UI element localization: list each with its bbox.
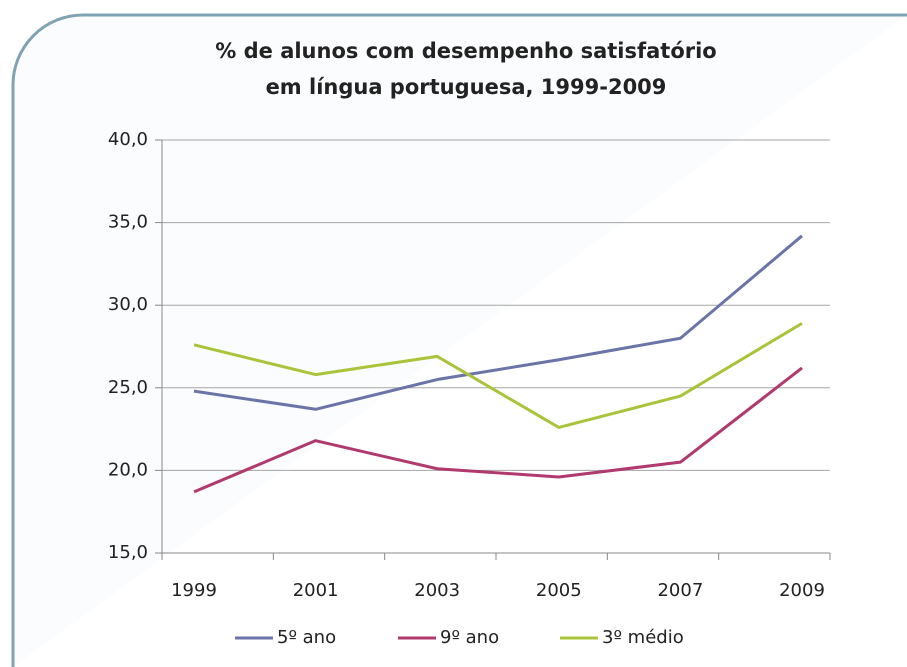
legend-label: 5º ano xyxy=(277,627,336,648)
chart-title: % de alunos com desempenho satisfatório xyxy=(215,39,717,63)
y-tick-label: 20,0 xyxy=(108,459,148,480)
y-tick-label: 35,0 xyxy=(108,212,148,233)
y-tick-label: 40,0 xyxy=(108,129,148,150)
x-tick-label: 2003 xyxy=(414,580,460,601)
x-tick-label: 2001 xyxy=(293,580,339,601)
series-line xyxy=(193,234,803,411)
series-line xyxy=(193,322,803,429)
y-tick-label: 25,0 xyxy=(108,377,148,398)
y-tick-label: 30,0 xyxy=(108,294,148,315)
legend-label: 3º médio xyxy=(602,627,684,648)
chart-title: em língua portuguesa, 1999-2009 xyxy=(266,75,667,99)
x-tick-label: 2005 xyxy=(536,580,582,601)
legend-label: 9º ano xyxy=(440,627,499,648)
x-tick-label: 2009 xyxy=(779,580,825,601)
x-tick-label: 1999 xyxy=(171,580,217,601)
y-tick-label: 15,0 xyxy=(108,542,148,563)
series-line xyxy=(193,366,803,494)
x-tick-label: 2007 xyxy=(657,580,703,601)
frame xyxy=(11,13,907,667)
